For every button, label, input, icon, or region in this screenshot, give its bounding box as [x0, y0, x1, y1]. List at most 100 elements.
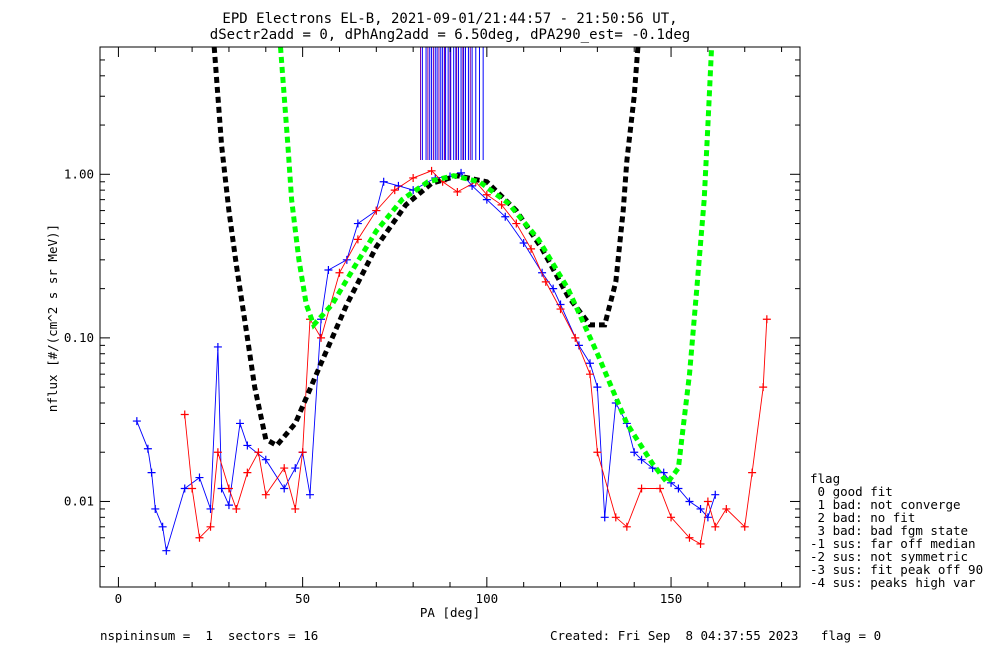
data-point-marker — [243, 468, 252, 477]
data-point-marker — [759, 383, 768, 392]
data-point-marker — [224, 501, 233, 510]
x-tick-label: 50 — [295, 591, 310, 606]
data-point-marker — [696, 539, 705, 548]
y-tick-label: 0.10 — [64, 330, 94, 345]
legend-entry: -2 sus: not symmetric — [810, 549, 968, 564]
data-point-marker — [353, 235, 362, 244]
data-point-marker — [298, 448, 307, 457]
data-point-marker — [180, 410, 189, 419]
legend-entry: 3 bad: bad fgm state — [810, 523, 968, 538]
legend-entry: -1 sus: far off median — [810, 536, 976, 551]
data-point-marker — [162, 546, 171, 555]
data-point-marker — [306, 490, 314, 499]
data-point-marker — [427, 166, 436, 175]
legend-entry: -4 sus: peaks high var — [810, 575, 976, 590]
fit-curve-dashed — [211, 47, 641, 449]
data-point-marker — [188, 484, 197, 493]
data-point-marker — [180, 484, 189, 493]
y-tick-label: 0.01 — [64, 493, 94, 508]
data-point-marker — [482, 190, 491, 199]
data-point-marker — [711, 490, 720, 499]
data-point-marker — [280, 464, 289, 473]
data-point-marker — [236, 419, 244, 428]
data-point-marker — [132, 417, 141, 426]
data-point-marker — [703, 497, 712, 506]
data-point-marker — [685, 533, 694, 542]
data-point-marker — [213, 448, 222, 457]
data-point-marker — [232, 504, 241, 513]
data-point-marker — [611, 513, 620, 522]
data-point-marker — [622, 522, 631, 531]
data-point-marker — [762, 315, 771, 324]
data-point-marker — [556, 305, 565, 314]
y-axis-label: nflux [#/(cm^2 s sr MeV)] — [45, 224, 60, 412]
data-point-marker — [512, 219, 521, 228]
data-point-marker — [722, 504, 731, 513]
footer-right: Created: Fri Sep 8 04:37:55 2023 flag = … — [550, 628, 881, 643]
data-point-marker — [143, 444, 152, 453]
data-point-marker — [195, 473, 204, 482]
data-point-marker — [224, 484, 233, 493]
data-point-marker — [574, 341, 583, 350]
data-point-marker — [151, 504, 160, 513]
data-point-marker — [501, 212, 510, 221]
data-point-marker — [195, 533, 204, 542]
data-point-marker — [527, 244, 536, 253]
data-point-marker — [254, 448, 263, 457]
data-point-marker — [409, 173, 418, 182]
x-tick-label: 0 — [115, 591, 123, 606]
data-point-marker — [453, 187, 462, 196]
data-point-marker — [549, 284, 558, 293]
data-point-marker — [206, 522, 215, 531]
data-point-marker — [158, 522, 167, 531]
data-point-marker — [593, 448, 602, 457]
data-point-marker — [372, 206, 381, 215]
legend-entry: -3 sus: fit peak off 90 — [810, 562, 983, 577]
data-point-marker — [637, 484, 646, 493]
legend-entry: 2 bad: no fit — [810, 510, 915, 525]
data-point-marker — [696, 504, 705, 513]
data-point-marker — [667, 513, 676, 522]
data-point-marker — [711, 522, 720, 531]
data-point-marker — [656, 484, 664, 493]
data-point-marker — [261, 490, 270, 499]
data-point-marker — [280, 484, 289, 493]
data-point-marker — [291, 504, 300, 513]
data-point-marker — [324, 265, 333, 274]
data-point-marker — [497, 200, 506, 209]
axis-ticks: 0 50 100 150 0.01 0.10 1.00 — [64, 46, 800, 606]
data-point-marker — [600, 513, 609, 522]
data-point-marker — [740, 522, 749, 531]
data-point-marker — [541, 277, 550, 286]
data-point-marker — [571, 333, 580, 342]
data-point-marker — [630, 448, 639, 457]
fit-curve-dashed — [278, 47, 715, 487]
x-tick-label: 150 — [660, 591, 683, 606]
data-point-marker — [261, 455, 270, 464]
data-point-marker — [291, 464, 300, 473]
data-point-marker — [206, 504, 215, 513]
y-tick-label: 1.00 — [64, 166, 94, 181]
chart-title-line2: dSectr2add = 0, dPhAng2add = 6.50deg, dP… — [210, 27, 690, 43]
chart-title-line1: EPD Electrons EL-B, 2021-09-01/21:44:57 … — [222, 11, 677, 27]
footer-left: nspininsum = 1 sectors = 16 — [100, 628, 318, 643]
series-line — [136, 172, 716, 551]
data-point-marker — [217, 484, 226, 493]
data-point-marker — [379, 177, 388, 186]
data-point-marker — [519, 239, 528, 248]
data-point-marker — [353, 219, 362, 228]
flag-legend: flag 0 good fit 1 bad: not converge 2 ba… — [810, 471, 983, 590]
data-point-marker — [243, 441, 252, 450]
legend-entry: 1 bad: not converge — [810, 497, 961, 512]
data-point-marker — [685, 497, 694, 506]
data-point-marker — [674, 484, 683, 493]
data-point-marker — [390, 186, 399, 195]
data-point-marker — [637, 455, 646, 464]
x-tick-label: 100 — [476, 591, 499, 606]
plot-layer — [132, 47, 771, 555]
data-point-marker — [317, 333, 326, 342]
data-point-marker — [586, 370, 594, 379]
data-point-marker — [586, 359, 594, 368]
data-point-marker — [748, 468, 757, 477]
